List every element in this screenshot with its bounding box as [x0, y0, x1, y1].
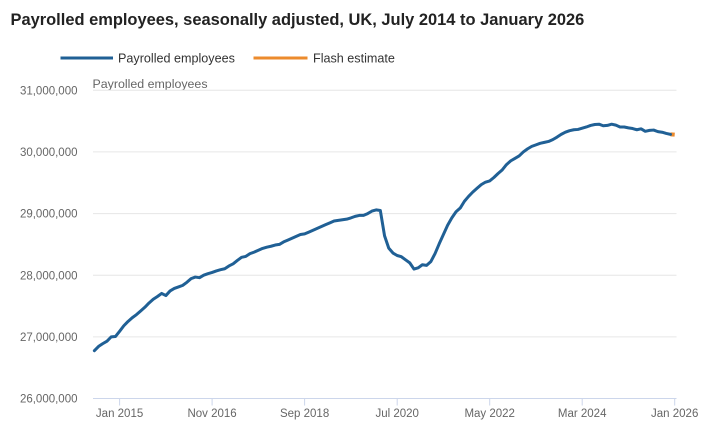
svg-text:26,000,000: 26,000,000 [20, 394, 78, 406]
svg-text:May 2022: May 2022 [464, 408, 515, 420]
svg-text:27,000,000: 27,000,000 [20, 332, 78, 344]
svg-text:Nov 2016: Nov 2016 [187, 408, 236, 420]
svg-text:28,000,000: 28,000,000 [20, 270, 78, 282]
svg-text:29,000,000: 29,000,000 [20, 209, 78, 221]
svg-text:30,000,000: 30,000,000 [20, 147, 78, 159]
svg-text:Sep 2018: Sep 2018 [280, 408, 329, 420]
svg-text:Mar 2024: Mar 2024 [558, 408, 607, 420]
svg-text:Jan 2015: Jan 2015 [96, 408, 143, 420]
svg-text:Jan 2026: Jan 2026 [651, 408, 698, 420]
svg-text:Jul 2020: Jul 2020 [375, 408, 418, 420]
svg-text:Payrolled employees: Payrolled employees [118, 52, 235, 66]
svg-text:Payrolled employees: Payrolled employees [93, 77, 208, 91]
svg-text:31,000,000: 31,000,000 [20, 85, 78, 97]
svg-text:Flash estimate: Flash estimate [313, 52, 395, 66]
svg-text:Payrolled employees, seasonall: Payrolled employees, seasonally adjusted… [11, 11, 585, 29]
